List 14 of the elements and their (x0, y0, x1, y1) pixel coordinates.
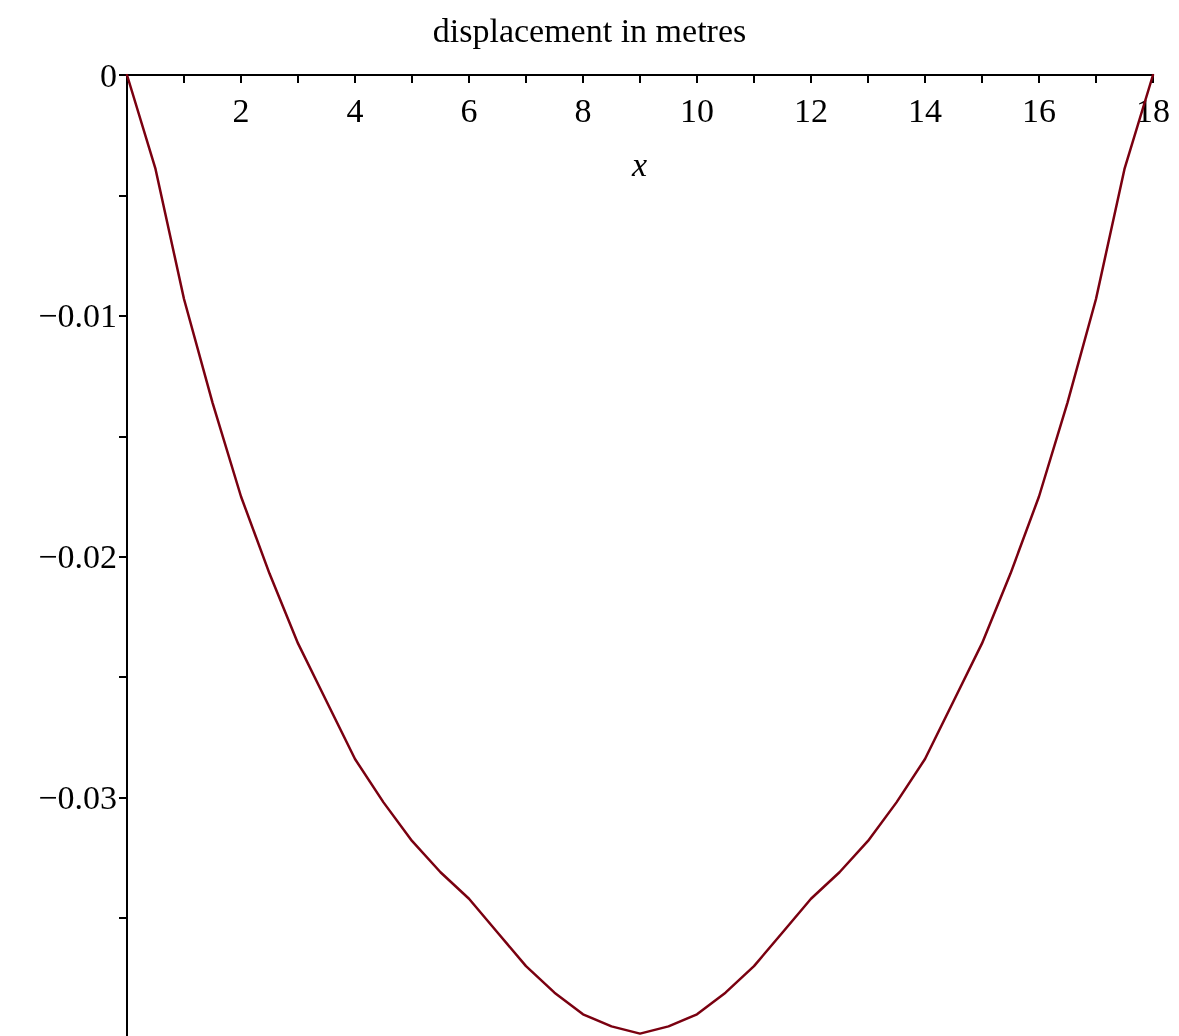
x-tick-label: 4 (346, 91, 364, 129)
y-tick-label: −0.03 (38, 779, 117, 817)
y-tick-label: −0.02 (38, 538, 117, 576)
x-tick-label: 12 (794, 91, 828, 129)
x-tick-label: 16 (1022, 91, 1056, 129)
x-tick-label: 14 (908, 91, 942, 129)
x-tick-label: 6 (460, 91, 478, 129)
x-axis-title: x (631, 145, 648, 183)
x-tick-label: 2 (232, 91, 250, 129)
y-tick-label: −0.01 (38, 297, 117, 335)
x-tick-label: 8 (574, 91, 592, 129)
y-tick-label: 0 (100, 56, 117, 94)
chart-title: displacement in metres (432, 11, 747, 49)
x-tick-label: 10 (680, 91, 714, 129)
